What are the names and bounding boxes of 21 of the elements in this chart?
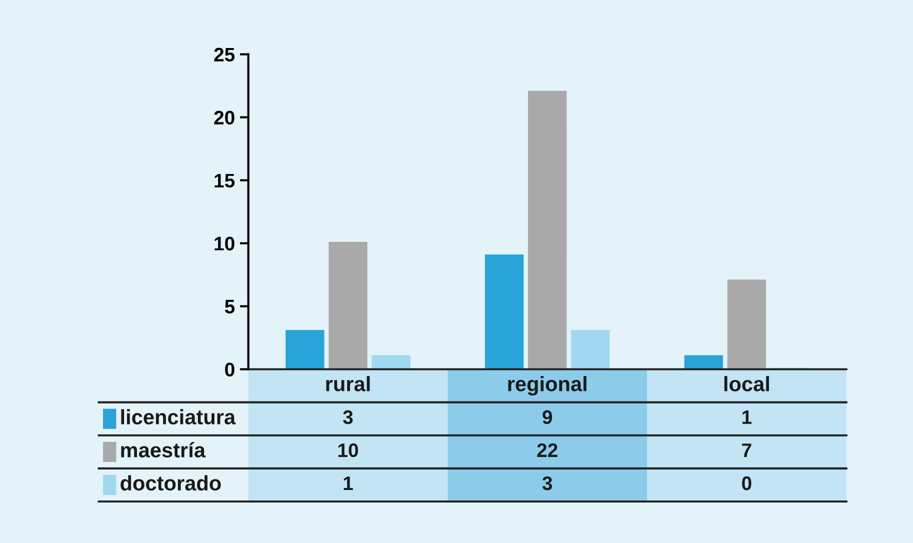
- legend-label: maestría: [121, 442, 206, 458]
- data-label: 0: [742, 476, 752, 490]
- data-label: 22: [537, 443, 558, 457]
- data-label: 1: [344, 476, 353, 490]
- x-tick-label: local: [724, 376, 769, 392]
- y-tick-label: 25: [214, 48, 235, 62]
- y-tick-label: 10: [214, 236, 234, 250]
- data-label: 9: [542, 410, 552, 424]
- y-tick-label: 5: [224, 300, 235, 314]
- y-tick-label: 20: [214, 110, 234, 125]
- data-label: 10: [338, 443, 358, 458]
- legend-label: licenciatura: [121, 409, 236, 424]
- legend-label: doctorado: [120, 475, 221, 491]
- data-label: 7: [742, 444, 752, 457]
- data-label: 1: [742, 410, 752, 424]
- y-tick-label: 0: [225, 362, 234, 376]
- data-label: 3: [343, 410, 353, 424]
- x-tick-label: regional: [508, 376, 586, 396]
- y-tick-label: 15: [214, 174, 235, 188]
- x-tick-label: rural: [326, 376, 370, 392]
- data-label: 3: [542, 476, 552, 490]
